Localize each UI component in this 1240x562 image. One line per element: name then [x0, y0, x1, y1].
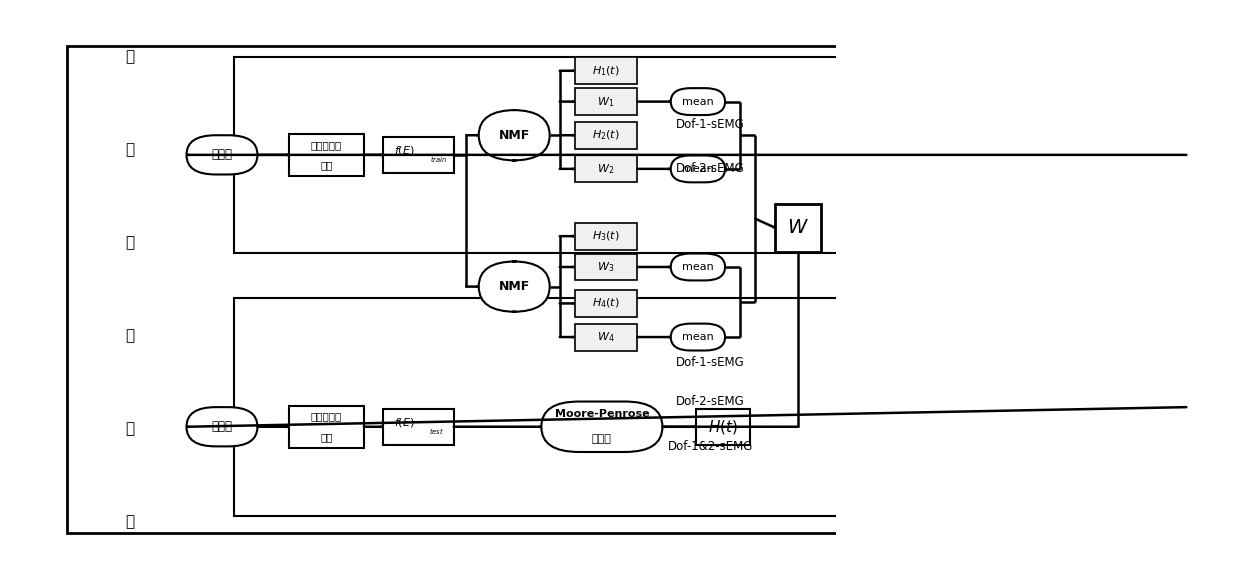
Text: $f(E)$: $f(E)$ — [394, 416, 415, 429]
FancyBboxPatch shape — [575, 253, 637, 280]
Text: 面: 面 — [125, 142, 135, 157]
Text: $W_1$: $W_1$ — [598, 95, 615, 108]
Text: 肌: 肌 — [125, 235, 135, 251]
Text: 预处理: 预处理 — [212, 148, 232, 161]
FancyBboxPatch shape — [234, 57, 1187, 253]
FancyBboxPatch shape — [383, 137, 454, 173]
FancyBboxPatch shape — [671, 88, 725, 115]
Text: mean: mean — [682, 97, 714, 107]
FancyBboxPatch shape — [696, 409, 750, 445]
Text: Dof-1-sEMG: Dof-1-sEMG — [676, 117, 745, 130]
Text: $H_2(t)$: $H_2(t)$ — [593, 129, 620, 142]
Text: Dof-1&2-sEMG: Dof-1&2-sEMG — [668, 440, 753, 453]
Text: $_{train}$: $_{train}$ — [430, 156, 448, 165]
Text: $W_3$: $W_3$ — [598, 260, 615, 274]
FancyBboxPatch shape — [575, 223, 637, 250]
Text: $H(t)$: $H(t)$ — [708, 418, 738, 436]
FancyBboxPatch shape — [479, 261, 549, 312]
Text: Dof-1-sEMG: Dof-1-sEMG — [676, 356, 745, 369]
Text: NMF: NMF — [498, 280, 529, 293]
Text: mean: mean — [682, 164, 714, 174]
FancyBboxPatch shape — [479, 110, 549, 161]
Text: $H_3(t)$: $H_3(t)$ — [593, 229, 620, 243]
FancyBboxPatch shape — [186, 407, 258, 446]
FancyBboxPatch shape — [289, 406, 363, 448]
Text: 提取: 提取 — [320, 432, 332, 442]
Text: Moore-Penrose: Moore-Penrose — [554, 410, 650, 419]
Text: mean: mean — [682, 332, 714, 342]
FancyBboxPatch shape — [67, 46, 1240, 533]
FancyBboxPatch shape — [671, 324, 725, 351]
FancyBboxPatch shape — [671, 253, 725, 280]
FancyBboxPatch shape — [671, 156, 725, 182]
Text: $W_4$: $W_4$ — [598, 330, 615, 344]
FancyBboxPatch shape — [289, 134, 363, 176]
Text: $W_2$: $W_2$ — [598, 162, 615, 176]
Text: 信: 信 — [125, 422, 135, 437]
Text: NMF: NMF — [498, 129, 529, 142]
Text: $W$: $W$ — [787, 218, 808, 237]
Text: $H_4(t)$: $H_4(t)$ — [593, 297, 620, 310]
Text: $H_1(t)$: $H_1(t)$ — [593, 64, 620, 78]
FancyBboxPatch shape — [775, 204, 821, 252]
Text: Dof-2-sEMG: Dof-2-sEMG — [676, 162, 745, 175]
Text: 肌肉激活度: 肌肉激活度 — [311, 412, 342, 422]
FancyBboxPatch shape — [575, 122, 637, 149]
FancyBboxPatch shape — [575, 57, 637, 84]
FancyBboxPatch shape — [575, 324, 637, 351]
Text: 表: 表 — [125, 49, 135, 64]
Text: $f(E)$: $f(E)$ — [394, 144, 415, 157]
Text: 肌肉激活度: 肌肉激活度 — [311, 140, 342, 149]
Text: 电: 电 — [125, 328, 135, 343]
FancyBboxPatch shape — [575, 88, 637, 115]
FancyBboxPatch shape — [575, 290, 637, 317]
Text: 预处理: 预处理 — [212, 420, 232, 433]
Text: 提取: 提取 — [320, 160, 332, 170]
FancyBboxPatch shape — [186, 135, 258, 174]
Text: 广义逆: 广义逆 — [591, 434, 611, 444]
FancyBboxPatch shape — [575, 156, 637, 182]
FancyBboxPatch shape — [383, 409, 454, 445]
Text: 号: 号 — [125, 515, 135, 529]
Text: $_{test}$: $_{test}$ — [429, 427, 444, 437]
FancyBboxPatch shape — [234, 298, 1187, 516]
Text: mean: mean — [682, 262, 714, 272]
Text: Dof-2-sEMG: Dof-2-sEMG — [676, 395, 745, 408]
FancyBboxPatch shape — [542, 401, 662, 452]
